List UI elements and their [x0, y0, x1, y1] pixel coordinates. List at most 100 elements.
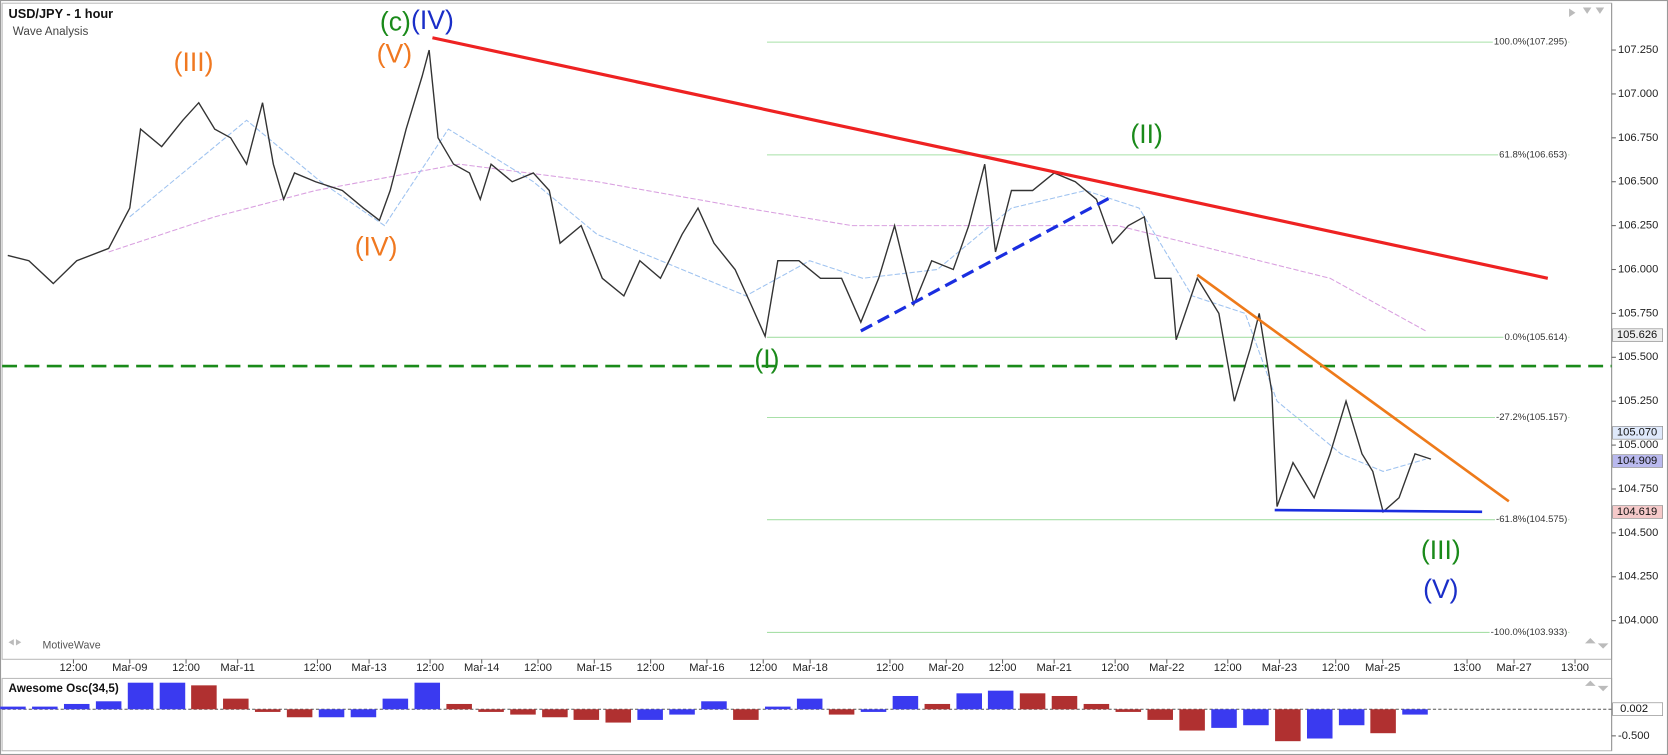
watermark: MotiveWave: [43, 639, 101, 651]
y-tick-label: 106.750: [1618, 132, 1658, 144]
x-tick-label: 12:00: [59, 662, 87, 674]
x-tick-label: 12:00: [1322, 662, 1350, 674]
x-tick-label: 13:00: [1453, 662, 1481, 674]
osc-bar: [924, 703, 951, 710]
osc-bar: [1179, 709, 1205, 731]
y-tick-label: 104.750: [1618, 483, 1658, 495]
fib-label: -27.2%(105.157): [1496, 412, 1567, 423]
x-tick-label: 12:00: [876, 662, 904, 674]
wave-label: (I): [754, 344, 779, 374]
y-tick-label: 105.000: [1618, 439, 1658, 451]
wave-label: (IV): [411, 5, 454, 35]
y-tick-label: 104.000: [1618, 615, 1658, 627]
osc-bar: [1211, 709, 1237, 728]
chart-subtitle: Wave Analysis: [13, 25, 89, 38]
wave-label: (c): [380, 7, 411, 37]
y-tick-label: 104.500: [1618, 527, 1658, 539]
nav-icon[interactable]: [1585, 638, 1609, 649]
price-tag: [1612, 328, 1664, 342]
x-tick-label: Mar-11: [220, 662, 255, 674]
x-tick-label: 12:00: [637, 662, 665, 674]
osc-bar: [286, 709, 313, 718]
osc-bar: [350, 709, 377, 718]
osc-bar: [1275, 709, 1301, 742]
wave-label: (V): [377, 38, 412, 68]
x-tick-label: 12:00: [749, 662, 777, 674]
osc-bar: [1019, 693, 1046, 710]
y-tick-label: -0.500: [1618, 730, 1650, 742]
nav-icon[interactable]: [1585, 680, 1609, 692]
osc-bar: [1147, 709, 1173, 720]
osc-bar: [446, 703, 472, 710]
osc-bar: [828, 709, 855, 715]
x-tick-label: Mar-22: [1149, 662, 1184, 674]
fib-label-bg: [1498, 149, 1569, 161]
wave-label: (V): [1423, 574, 1458, 604]
chart-title: USD/JPY - 1 hour: [9, 6, 114, 21]
price-tag-label: 105.070: [1617, 427, 1657, 439]
x-tick-label: 13:00: [1561, 662, 1589, 674]
osc-bar: [382, 698, 409, 710]
osc-bar: [956, 693, 982, 710]
osc-bar: [1370, 709, 1396, 734]
price-tag: [1612, 505, 1664, 519]
osc-bar: [669, 709, 695, 715]
wave-label: (III): [1421, 535, 1461, 565]
price-tag-label: 104.619: [1617, 506, 1657, 518]
trend-line: [1274, 508, 1483, 514]
wave-label: (IV): [355, 231, 398, 261]
nav-icon[interactable]: [8, 639, 22, 646]
osc-bar: [542, 709, 568, 718]
osc-bar: [0, 706, 26, 710]
price-line: [7, 49, 1432, 514]
x-tick-label: 12:00: [1214, 662, 1242, 674]
y-tick-label: 106.250: [1618, 220, 1658, 232]
x-tick-label: Mar-27: [1496, 662, 1531, 674]
x-tick-label: 12:00: [416, 662, 444, 674]
moving-average: [129, 119, 1426, 472]
fib-label-bg: [1492, 36, 1569, 48]
osc-bar: [701, 701, 727, 710]
osc-bar: [223, 698, 249, 710]
moving-average: [108, 163, 1427, 332]
value-tag: [1612, 702, 1664, 716]
x-tick-label: 12:00: [172, 662, 200, 674]
fib-label: -100.0%(103.933): [1491, 627, 1568, 638]
x-tick-label: Mar-18: [792, 662, 827, 674]
value-tag-label: 0.002: [1620, 703, 1648, 715]
nav-icon[interactable]: [1569, 7, 1605, 18]
x-tick-label: 12:00: [1101, 662, 1129, 674]
osc-bar: [510, 709, 536, 715]
osc-bar: [254, 709, 281, 712]
fib-label-bg: [1494, 412, 1569, 424]
osc-bar: [765, 706, 791, 710]
trend-line: [1196, 273, 1510, 503]
y-tick-label: 106.000: [1618, 263, 1658, 275]
y-tick-label: 105.250: [1618, 395, 1658, 407]
osc-bar: [892, 695, 919, 710]
osc-bar: [95, 701, 122, 710]
trend-line: [860, 196, 1112, 333]
osc-bar: [63, 703, 90, 710]
trend-line: [432, 36, 1549, 280]
osc-bar: [1402, 709, 1428, 715]
y-tick-label: 107.000: [1618, 88, 1658, 100]
osc-bar: [987, 690, 1014, 710]
x-tick-label: Mar-23: [1262, 662, 1297, 674]
x-tick-label: Mar-16: [689, 662, 724, 674]
osc-bar: [1306, 709, 1333, 739]
window-icons: [8, 7, 1609, 692]
x-tick-label: Mar-13: [351, 662, 386, 674]
osc-bar: [1243, 709, 1269, 726]
osc-bar: [127, 682, 154, 710]
price-tag: [1612, 454, 1664, 468]
x-tick-label: Mar-25: [1365, 662, 1400, 674]
osc-bar: [573, 709, 600, 720]
fib-label-bg: [1503, 331, 1569, 343]
wave-label: (II): [1130, 119, 1162, 149]
fib-label: 61.8%(106.653): [1499, 149, 1567, 160]
osc-bar: [733, 709, 759, 720]
x-tick-label: 12:00: [524, 662, 552, 674]
